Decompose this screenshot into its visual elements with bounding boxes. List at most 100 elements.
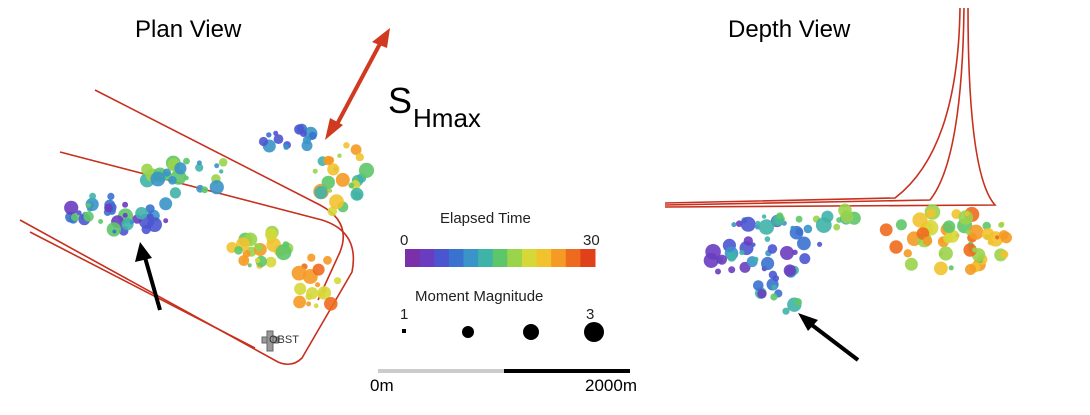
event-point xyxy=(895,219,907,231)
event-point xyxy=(174,162,187,175)
event-point xyxy=(358,162,375,178)
event-point xyxy=(751,242,756,247)
event-point xyxy=(995,235,1000,240)
event-point xyxy=(307,253,316,262)
scale-end-label: 2000m xyxy=(585,376,637,395)
event-point xyxy=(350,144,362,156)
event-point xyxy=(163,218,169,224)
event-point xyxy=(904,257,918,271)
event-point xyxy=(758,219,775,235)
event-point xyxy=(159,197,173,211)
event-point xyxy=(833,223,841,231)
event-point xyxy=(926,208,936,219)
event-point xyxy=(314,185,328,200)
event-point xyxy=(162,168,171,177)
event-point xyxy=(238,255,250,266)
event-point xyxy=(922,236,933,246)
colorbar-segment xyxy=(507,249,523,267)
event-point xyxy=(85,197,99,211)
event-point xyxy=(739,249,745,256)
shmax-subscript: Hmax xyxy=(413,103,481,133)
event-point xyxy=(306,301,312,307)
legend-magnitude-min: 1 xyxy=(400,306,409,323)
colorbar-segment xyxy=(492,249,508,267)
shmax-label: SHmax xyxy=(388,80,481,133)
event-point xyxy=(972,247,978,253)
event-point xyxy=(348,182,355,189)
plan-wellbores xyxy=(19,89,355,366)
event-point xyxy=(145,204,155,214)
mag-symbol-1 xyxy=(402,329,406,333)
event-point xyxy=(293,295,306,309)
event-point xyxy=(987,239,994,246)
event-point xyxy=(1000,250,1009,259)
legend-time-max: 30 xyxy=(583,232,600,249)
event-point xyxy=(964,211,970,216)
scale-bar xyxy=(378,369,630,373)
event-point xyxy=(965,229,972,235)
plan-view-title: Plan View xyxy=(135,16,242,43)
event-point xyxy=(265,228,278,241)
colorbar-segment xyxy=(478,249,494,267)
colorbar-segment xyxy=(551,249,567,267)
colorbar-segment xyxy=(405,249,421,267)
event-point xyxy=(731,222,737,228)
event-point xyxy=(753,280,764,291)
event-point xyxy=(355,153,364,162)
event-point xyxy=(169,187,181,199)
event-point xyxy=(817,241,823,247)
event-point xyxy=(183,157,190,165)
shmax-arrow xyxy=(325,28,390,140)
event-point xyxy=(728,266,736,274)
event-point xyxy=(315,282,321,288)
event-point xyxy=(879,223,893,237)
legend-time-title: Elapsed Time xyxy=(440,210,531,227)
shmax-main: S xyxy=(388,80,413,121)
event-point xyxy=(234,246,243,255)
event-point xyxy=(122,201,129,208)
event-point xyxy=(715,268,721,275)
event-point xyxy=(184,175,189,181)
event-point xyxy=(86,202,92,208)
event-point xyxy=(938,246,953,261)
event-point xyxy=(335,172,350,187)
colorbar-segment xyxy=(521,249,538,267)
event-point xyxy=(716,254,728,265)
event-point xyxy=(135,207,148,220)
event-point xyxy=(258,136,269,147)
event-point xyxy=(104,203,113,213)
event-point xyxy=(912,212,928,228)
legend-magnitude-max: 3 xyxy=(586,306,595,323)
event-point xyxy=(803,224,813,234)
event-point xyxy=(772,275,780,282)
event-point xyxy=(757,289,767,299)
colorbar-segment xyxy=(419,249,435,267)
event-point xyxy=(313,303,319,309)
event-point xyxy=(98,219,104,224)
colorbar-segment xyxy=(536,249,552,267)
event-point xyxy=(219,169,224,174)
event-point xyxy=(214,163,220,169)
event-point xyxy=(306,287,319,300)
colorbar-segment xyxy=(434,249,450,267)
event-point xyxy=(726,251,737,262)
scale-start-label: 0m xyxy=(370,376,394,395)
event-point xyxy=(761,214,767,219)
colorbar-segment xyxy=(448,249,464,267)
event-point xyxy=(327,206,338,217)
event-point xyxy=(201,186,209,194)
event-point xyxy=(965,264,976,275)
event-point xyxy=(106,222,122,237)
obs-station-icon xyxy=(261,330,279,352)
pointer-arrows xyxy=(135,242,860,362)
event-point xyxy=(122,212,128,218)
event-point xyxy=(958,210,974,225)
event-point xyxy=(705,244,721,260)
event-point xyxy=(254,257,261,263)
event-point xyxy=(343,142,350,149)
event-point xyxy=(308,131,317,140)
event-point xyxy=(799,253,811,265)
event-point xyxy=(740,216,756,232)
